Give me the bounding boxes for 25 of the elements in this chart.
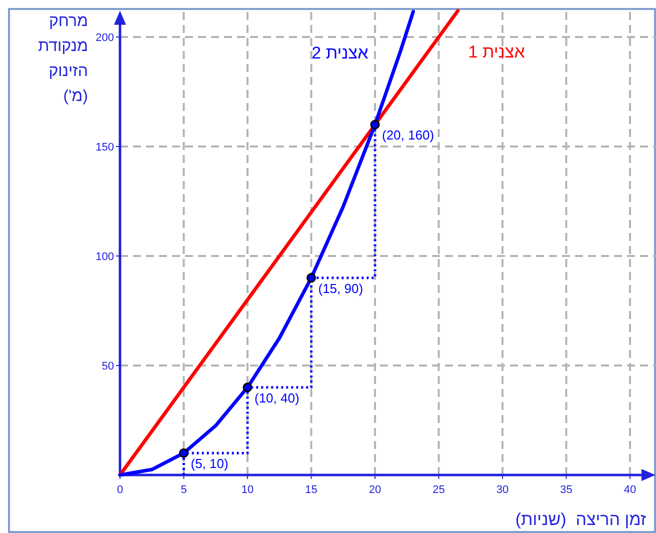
point [370, 120, 380, 130]
y-axis-title: מרחק מנקודת הזינוק (מ') [38, 13, 88, 105]
x-tick-label: 35 [560, 484, 572, 496]
x-tick-label: 25 [432, 484, 445, 496]
data-label: (20, 160) [382, 128, 434, 143]
x-tick-label: 40 [624, 484, 636, 496]
y-tick-label: 100 [96, 251, 114, 263]
x-tick-label: 10 [241, 484, 254, 496]
x-tick-label: 5 [180, 484, 187, 496]
point [179, 448, 188, 458]
data-label: (15, 90) [318, 280, 364, 296]
x-tick-label: 30 [496, 484, 509, 496]
y-tick-label: 200 [96, 32, 114, 44]
y-tick-label: 150 [96, 142, 114, 154]
data-label: (5, 10) [190, 456, 228, 472]
x-tick-label: 20 [368, 484, 382, 496]
x-tick-label: 0 [116, 484, 124, 496]
data-label: (10, 40) [254, 390, 300, 406]
x-axis-title: זמן הריצה (שניות) [515, 510, 647, 529]
series-label: אצנית 2 [312, 44, 369, 63]
x-tick-label: 15 [305, 484, 318, 496]
y-tick-label: 50 [102, 360, 114, 372]
point [306, 273, 316, 283]
point [242, 382, 252, 392]
series-label: אצנית 1 [468, 42, 526, 62]
